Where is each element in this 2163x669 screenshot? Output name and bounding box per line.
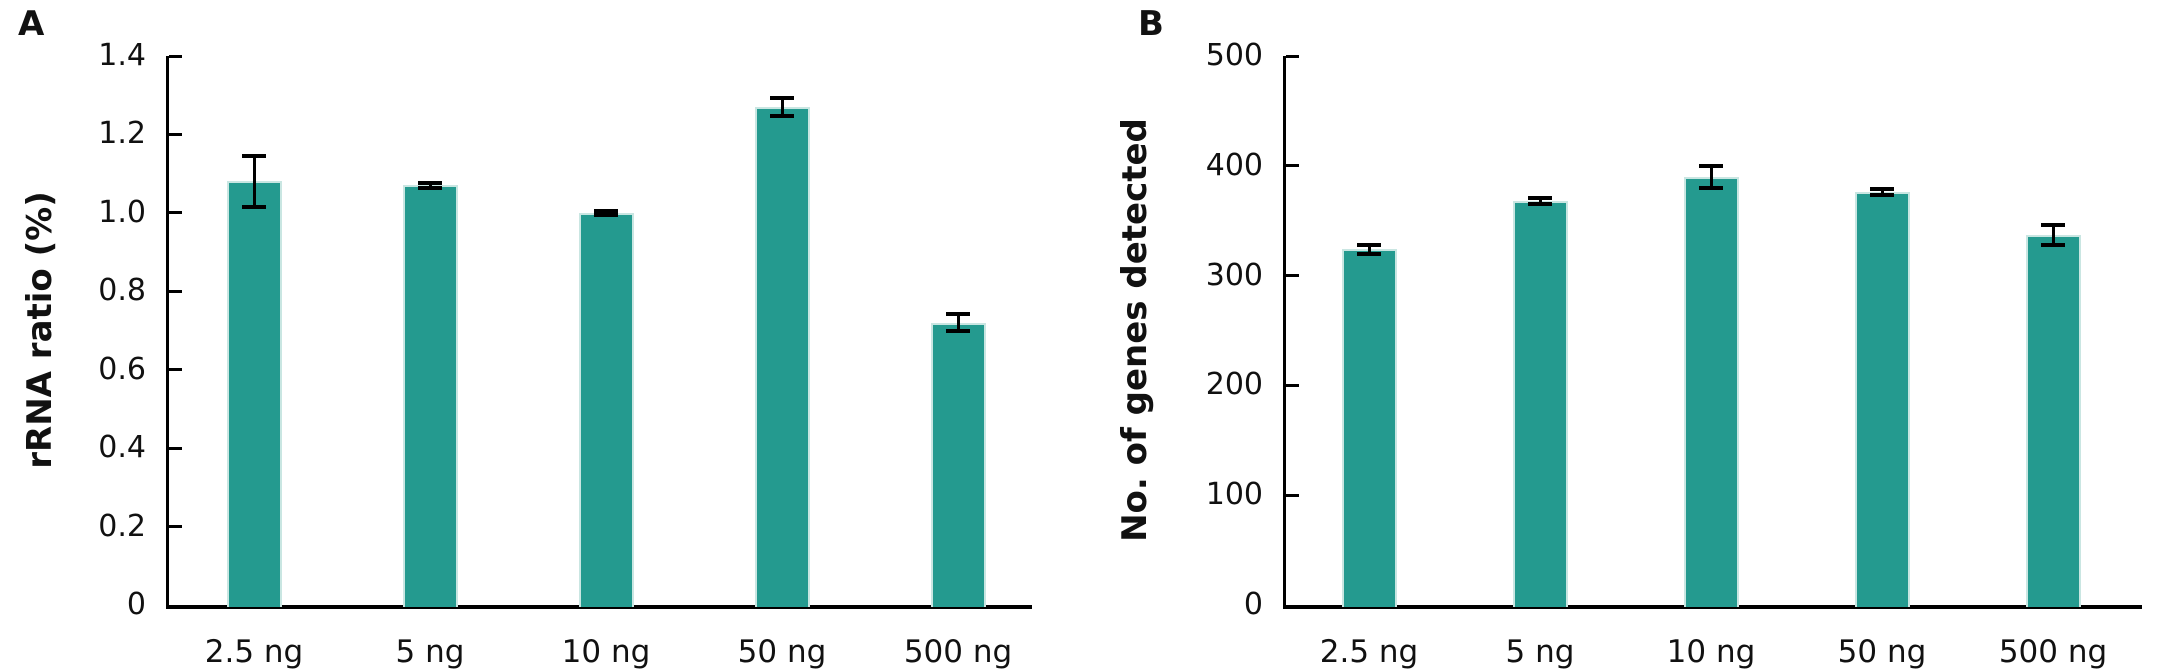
error-bar-stem: [956, 314, 960, 332]
error-bar-stem: [2051, 225, 2055, 245]
error-bar-cap-bottom: [594, 212, 618, 217]
bar: [1512, 200, 1568, 607]
error-bar-cap-top: [242, 153, 266, 158]
y-axis-line: [166, 56, 169, 609]
error-bar-cap-top: [2041, 223, 2065, 228]
x-category-label: 50 ng: [1837, 634, 1927, 669]
error-bar-cap-top: [946, 312, 970, 317]
panel-a: A rRNA ratio (%) 1.4 1.2 1.0 0.8 0.6 0.4 0.2 0 2…: [18, 4, 1032, 669]
y-tick-mark: [1286, 383, 1299, 387]
plot-area-a: 1.4 1.2 1.0 0.8 0.6 0.4 0.2 0 2.5 ng 5 ng 10 ng 50 …: [98, 38, 1032, 669]
x-category-label: 10 ng: [1666, 634, 1756, 669]
error-bar-cap-bottom: [418, 185, 442, 190]
error-bar-stem: [1367, 244, 1371, 254]
error-bar-cap-top: [1357, 242, 1381, 247]
y-tick-mark: [1286, 164, 1299, 168]
x-category-label: 10 ng: [561, 634, 651, 669]
bar: [1341, 249, 1397, 607]
error-bar-stem: [780, 97, 784, 117]
bar: [1854, 192, 1910, 607]
y-tick-label: 0.6: [98, 351, 146, 387]
y-tick-label: 1.2: [98, 116, 146, 152]
error-bar-cap-top: [1870, 186, 1894, 191]
y-tick-label: 1.0: [98, 194, 146, 230]
bar: [226, 181, 282, 607]
plot-area-b: 500 400 300 200 100 0 2.5 ng 5 ng 10 ng 50 ng 500 …: [1082, 0, 2163, 669]
y-tick-mark: [169, 211, 182, 215]
y-tick-mark: [169, 446, 182, 450]
bar: [754, 106, 810, 607]
error-bar-cap-bottom: [770, 114, 794, 119]
y-tick-mark: [169, 289, 182, 293]
bar: [2025, 234, 2081, 607]
error-bar-cap-top: [1528, 195, 1552, 200]
error-bar-stem: [428, 183, 432, 188]
error-bar-cap-bottom: [1528, 202, 1552, 207]
error-bar-cap-top: [1699, 163, 1723, 168]
y-axis-line: [1283, 56, 1286, 609]
error-bar-stem: [1538, 197, 1542, 205]
x-axis-line: [1283, 605, 2142, 609]
x-category-label: 50 ng: [737, 634, 827, 669]
y-tick-mark: [1286, 493, 1299, 497]
y-tick-label: 300: [1205, 257, 1263, 293]
y-tick-label: 400: [1205, 147, 1263, 183]
error-bar-cap-bottom: [946, 329, 970, 334]
error-bar-cap-top: [418, 181, 442, 186]
error-bar-cap-bottom: [1699, 185, 1723, 190]
y-tick-mark: [169, 368, 182, 372]
y-tick-label: 0.4: [98, 430, 146, 466]
x-category-label: 2.5 ng: [204, 634, 304, 669]
y-tick-label: 0: [1243, 587, 1263, 622]
y-tick-mark: [169, 525, 182, 529]
y-tick-label: 200: [1205, 367, 1263, 403]
error-bar-cap-top: [594, 208, 618, 213]
error-bar-stem: [252, 155, 256, 207]
error-bar-cap-top: [770, 95, 794, 100]
bar: [1683, 176, 1739, 607]
y-tick-mark: [169, 54, 182, 58]
y-tick-label: 500: [1205, 38, 1263, 73]
y-tick-label: 1.4: [98, 38, 146, 73]
x-category-label: 500 ng: [903, 634, 1013, 669]
y-tick-label: 0: [126, 587, 146, 622]
error-bar-cap-bottom: [1357, 251, 1381, 256]
y-tick-label: 0.8: [98, 273, 146, 309]
bar: [578, 212, 634, 607]
y-tick-mark: [1286, 274, 1299, 278]
y-tick-mark: [1286, 54, 1299, 58]
x-axis-line: [166, 605, 1032, 609]
y-tick-label: 100: [1205, 477, 1263, 513]
panel-label-a: A: [18, 4, 45, 44]
error-bar-stem: [1880, 188, 1884, 196]
error-bar-stem: [1709, 165, 1713, 188]
y-tick-mark: [169, 132, 182, 136]
error-bar-cap-bottom: [2041, 242, 2065, 247]
x-category-label: 500 ng: [1998, 634, 2108, 669]
x-category-label: 5 ng: [395, 634, 465, 669]
panel-label-b: B: [1138, 4, 1164, 44]
x-category-label: 2.5 ng: [1319, 634, 1419, 669]
panel-b: B No. of genes detected 500 400 300 200 100 0…: [1082, 0, 2163, 669]
error-bar-cap-bottom: [1870, 193, 1894, 198]
x-category-label: 5 ng: [1505, 634, 1575, 669]
bar: [402, 185, 458, 607]
error-bar-cap-bottom: [242, 204, 266, 209]
bar: [930, 322, 986, 607]
y-tick-label: 0.2: [98, 508, 146, 544]
